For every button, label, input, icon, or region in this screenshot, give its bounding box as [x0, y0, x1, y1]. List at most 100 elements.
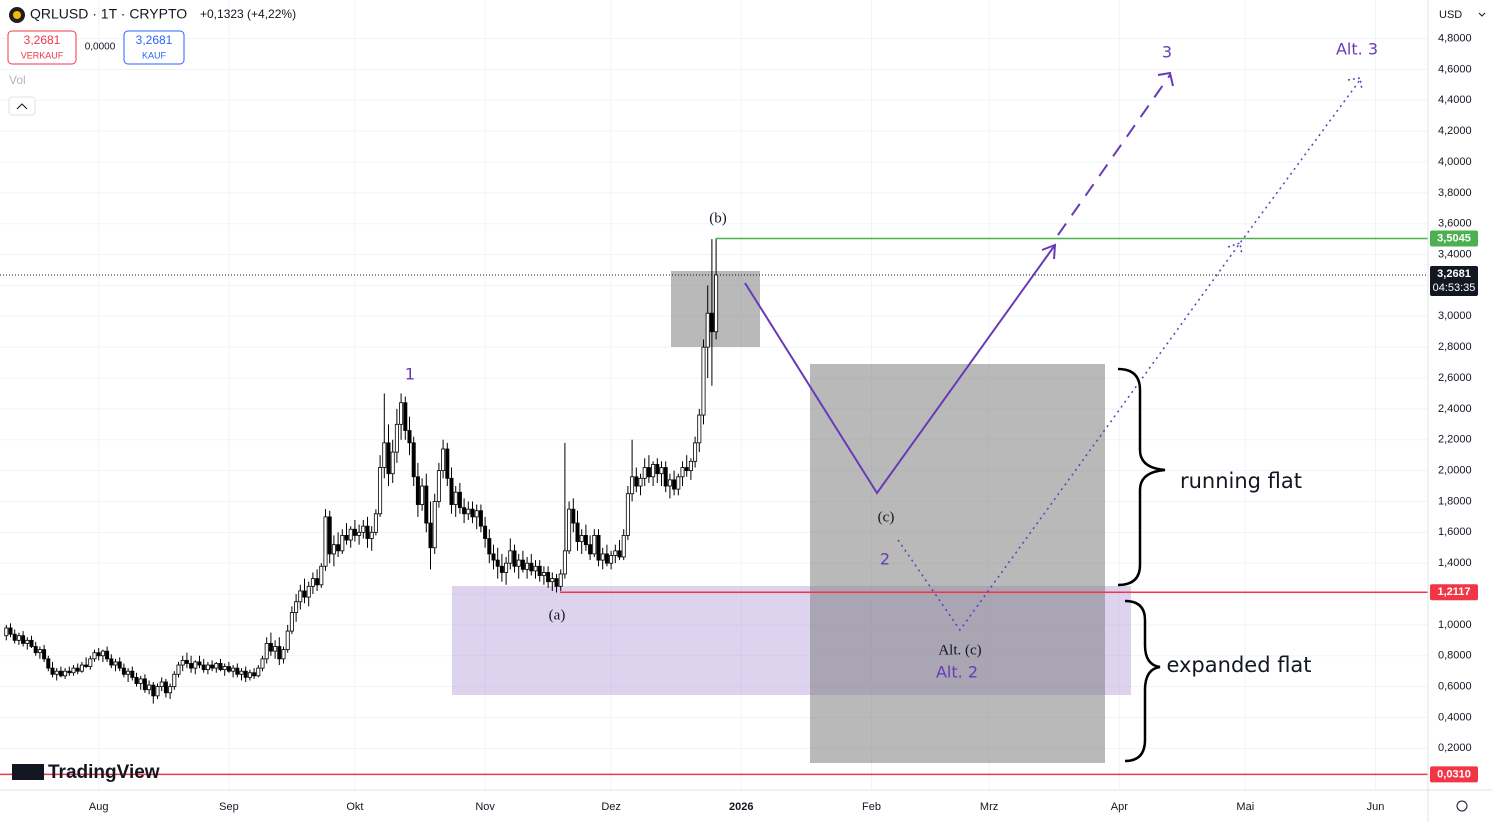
buy-price: 3,2681	[136, 33, 173, 47]
candle-body	[562, 550, 567, 575]
candle-body	[621, 535, 626, 558]
collapse-button[interactable]	[8, 96, 36, 116]
collapse-icon	[16, 103, 28, 110]
candle-body	[71, 667, 76, 674]
candle-body	[176, 664, 181, 675]
x-tick-label: Mai	[1236, 801, 1254, 813]
settings-icon[interactable]	[1456, 800, 1468, 812]
candle-body	[487, 538, 492, 555]
candle-body	[37, 649, 42, 654]
candle-body	[79, 664, 84, 672]
candle-body	[21, 635, 26, 644]
candle-body	[75, 667, 80, 672]
candle-body	[201, 664, 206, 671]
candle-body	[172, 673, 177, 688]
candle-body	[273, 646, 278, 652]
candle-body	[625, 493, 630, 536]
wave-path	[1057, 74, 1171, 236]
y-tick-label: 0,4000	[1438, 711, 1472, 723]
candle-body	[567, 508, 572, 552]
candle-body	[575, 522, 580, 542]
candle-body	[390, 451, 395, 475]
buy-label: KAUF	[142, 50, 167, 60]
candle-body	[663, 467, 668, 487]
candle-body	[537, 565, 542, 576]
annotation: 2	[880, 550, 890, 569]
y-tick-label: 4,8000	[1438, 32, 1472, 44]
sell-button[interactable]	[7, 30, 77, 65]
candle-body	[50, 667, 55, 675]
annotation: running flat	[1180, 469, 1302, 493]
candle-body	[554, 578, 559, 587]
y-tick-label: 1,4000	[1438, 557, 1472, 569]
candle-body	[277, 646, 282, 660]
candle-body	[470, 508, 475, 518]
brace	[1124, 599, 1161, 763]
x-tick-label: Aug	[89, 801, 109, 813]
candle-body	[327, 516, 332, 555]
candle-body	[306, 585, 311, 598]
annotation: Alt. 3	[1336, 40, 1378, 59]
candle-body	[96, 652, 101, 657]
buy-button[interactable]	[123, 30, 185, 65]
y-tick-label: 2,2000	[1438, 434, 1472, 446]
candle-body	[63, 670, 68, 677]
candle-body	[134, 676, 139, 684]
candle-body	[264, 643, 269, 660]
candle-body	[226, 666, 231, 672]
y-tick-label: 0,2000	[1438, 742, 1472, 754]
annotation: (b)	[709, 210, 727, 226]
x-tick-label: Mrz	[980, 801, 998, 813]
candle-body	[193, 661, 198, 669]
x-tick-label: Dez	[601, 801, 621, 813]
candle-body	[130, 670, 135, 678]
candle-body	[369, 531, 374, 539]
spread: 0,0000	[85, 42, 116, 53]
y-tick-label: 3,4000	[1438, 248, 1472, 260]
y-tick-label: 2,8000	[1438, 341, 1472, 353]
sell-price: 3,2681	[24, 33, 61, 47]
candle-body	[336, 544, 341, 552]
annotation: expanded flat	[1166, 653, 1311, 677]
candle-body	[147, 684, 152, 691]
candle-body	[466, 508, 471, 515]
candle-body	[54, 670, 59, 675]
candle-body	[617, 550, 622, 558]
candle-body	[155, 686, 160, 697]
y-tick-label: 4,2000	[1438, 125, 1472, 137]
candle-body	[331, 544, 336, 555]
candle-body	[352, 528, 357, 536]
candle-body	[189, 663, 194, 669]
grid	[0, 0, 1428, 790]
candle-body	[583, 535, 588, 546]
candle-body	[634, 476, 639, 487]
y-tick-label: 4,4000	[1438, 94, 1472, 106]
candle-body	[457, 491, 462, 509]
y-tick-label: 0,6000	[1438, 681, 1472, 693]
candle-body	[252, 672, 257, 677]
candle-body	[319, 565, 324, 586]
currency[interactable]: USD	[1439, 9, 1462, 21]
candle-body	[592, 535, 597, 555]
candle-body	[667, 479, 672, 487]
wave-path	[897, 79, 1361, 632]
arrow-head	[1227, 242, 1243, 256]
annotation: 1	[405, 365, 415, 384]
annotation: Alt. (c)	[938, 642, 981, 658]
arrow-head	[1347, 77, 1363, 91]
candle-body	[33, 646, 38, 654]
candle-body	[231, 667, 236, 672]
candle-body	[126, 670, 131, 675]
candle-body	[491, 553, 496, 561]
candle-body	[285, 630, 290, 650]
candle-body	[109, 658, 114, 666]
candle-body	[525, 562, 530, 570]
wave-drawings	[744, 71, 1363, 632]
candle-body	[138, 678, 143, 684]
braces	[1117, 367, 1166, 763]
candle-body	[298, 590, 303, 603]
y-tick-label: 3,6000	[1438, 218, 1472, 230]
candle-body	[642, 467, 647, 479]
candle-body	[533, 565, 538, 572]
